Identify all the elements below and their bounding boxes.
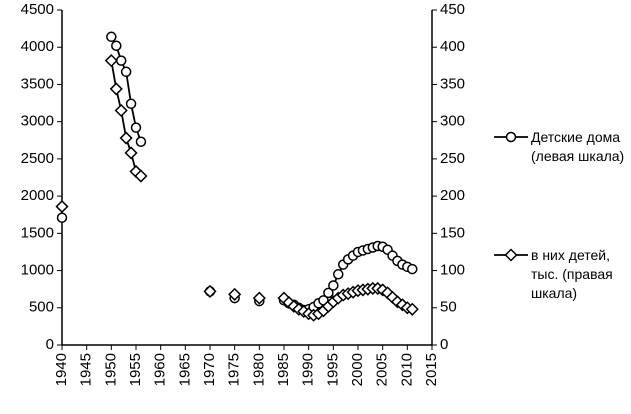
legend-marker	[505, 131, 517, 143]
point	[134, 169, 148, 183]
point	[111, 40, 122, 51]
point	[56, 212, 68, 223]
y2-tick-label: 200	[440, 187, 465, 204]
point	[124, 146, 138, 160]
x-tick-label: 2015	[423, 353, 440, 386]
legend-label: Детские дома (левая шкала)	[531, 129, 625, 164]
series-line	[110, 60, 142, 177]
point	[130, 122, 142, 133]
point	[203, 284, 217, 298]
point	[333, 269, 344, 280]
x-tick-label: 1980	[250, 353, 267, 386]
y-tick-label: 2000	[21, 187, 54, 204]
point	[323, 287, 334, 299]
x-tick-label: 1955	[127, 353, 144, 386]
x-tick-label: 1985	[275, 353, 292, 386]
y2-tick-label: 250	[440, 150, 465, 167]
x-tick-label: 1995	[324, 353, 341, 386]
y2-tick-label: 150	[440, 224, 465, 241]
x-tick-label: 2005	[374, 353, 391, 386]
y2-tick-label: 300	[440, 113, 465, 130]
x-tick-label: 1945	[78, 353, 95, 386]
y-tick-label: 3500	[21, 75, 54, 92]
point	[405, 302, 419, 316]
y2-tick-label: 350	[440, 75, 465, 92]
y-tick-label: 1000	[21, 262, 54, 279]
x-tick-label: 2010	[398, 353, 415, 386]
point	[125, 98, 137, 110]
y-tick-label: 4000	[21, 38, 54, 55]
legend-label: в них детей, тыс. (правая шкала)	[531, 247, 613, 301]
point	[55, 199, 69, 214]
point	[328, 280, 339, 291]
point	[115, 55, 127, 66]
point	[114, 103, 128, 118]
point	[119, 131, 133, 145]
point	[228, 287, 242, 301]
y-tick-label: 4500	[21, 1, 54, 18]
x-tick-label: 1965	[176, 353, 193, 386]
y2-tick-label: 400	[440, 38, 465, 55]
x-tick-label: 1990	[300, 353, 317, 386]
point	[135, 136, 147, 148]
legend-marker	[504, 248, 518, 262]
y-tick-label: 500	[29, 299, 54, 316]
x-tick-label: 1950	[102, 353, 119, 386]
x-tick-label: 1970	[201, 353, 218, 386]
y2-tick-label: 50	[440, 299, 457, 316]
y-tick-label: 1500	[21, 224, 54, 241]
x-tick-label: 1940	[53, 353, 70, 386]
x-tick-label: 1975	[226, 353, 243, 386]
y2-tick-label: 450	[440, 1, 465, 18]
x-tick-label: 2000	[349, 353, 366, 386]
point	[407, 263, 418, 275]
y-tick-label: 0	[46, 336, 54, 353]
x-tick-label: 1960	[152, 353, 169, 386]
point	[120, 66, 132, 78]
y2-tick-label: 0	[440, 336, 448, 353]
y2-tick-label: 100	[440, 262, 465, 279]
point	[109, 82, 123, 96]
y-tick-label: 3000	[21, 113, 54, 130]
point	[104, 54, 118, 68]
point	[106, 31, 117, 43]
y-tick-label: 2500	[21, 150, 54, 167]
point	[252, 291, 266, 305]
